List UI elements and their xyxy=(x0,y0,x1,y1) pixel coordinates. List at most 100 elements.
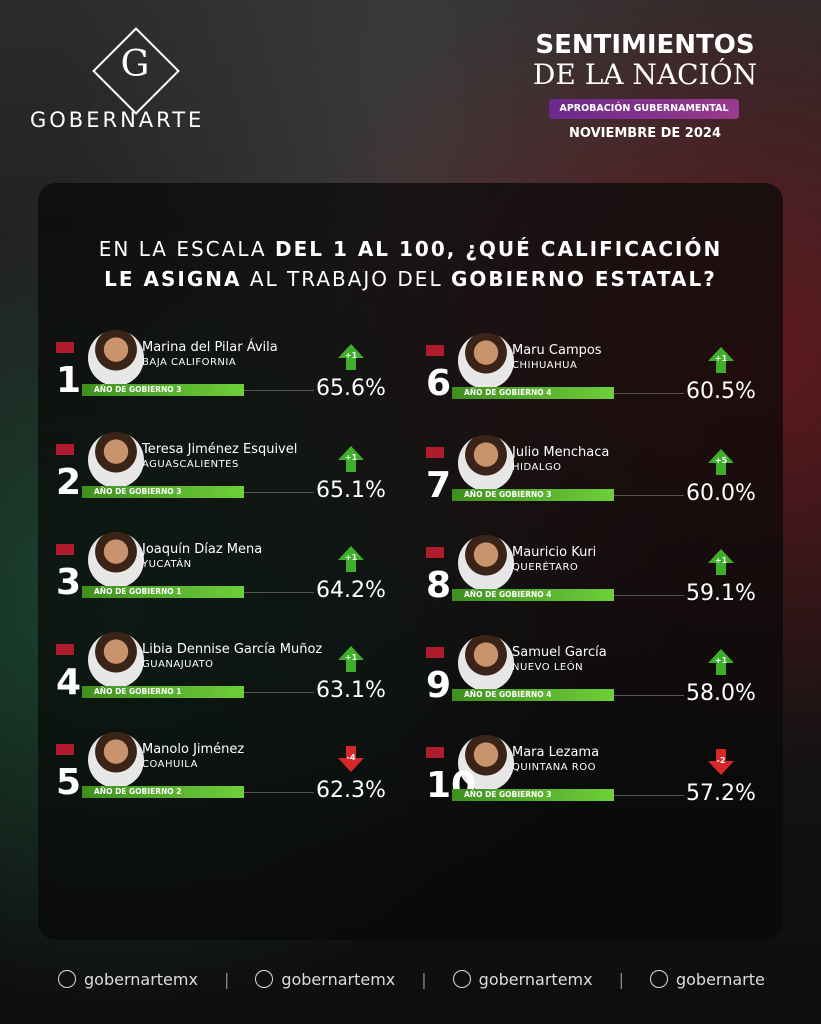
governor-name: Mara Lezama xyxy=(512,745,600,760)
portrait xyxy=(88,330,144,386)
year-bar: AÑO DE GOBIERNO 4 xyxy=(452,387,614,399)
rule xyxy=(614,393,684,394)
party-logo xyxy=(426,447,444,458)
party-logo xyxy=(56,644,74,655)
change-label: +5 xyxy=(714,456,728,465)
separator: | xyxy=(618,969,624,989)
rule xyxy=(614,695,684,696)
brand-name: GOBERNARTE xyxy=(30,108,205,132)
party-logo xyxy=(56,544,74,555)
rule xyxy=(244,692,314,693)
party-logo xyxy=(426,647,444,658)
change-arrow: +5 xyxy=(708,449,734,475)
panel xyxy=(38,183,783,940)
change-arrow: +1 xyxy=(708,549,734,575)
portrait xyxy=(458,735,514,791)
portrait xyxy=(458,435,514,491)
year-bar: AÑO DE GOBIERNO 3 xyxy=(82,384,244,396)
arrow-shape xyxy=(338,746,364,772)
score: 58.0% xyxy=(686,681,756,706)
year-bar: AÑO DE GOBIERNO 3 xyxy=(452,489,614,501)
change-label: +1 xyxy=(344,453,358,462)
party-logo xyxy=(426,345,444,356)
score: 60.0% xyxy=(686,481,756,506)
portrait xyxy=(458,635,514,691)
rule xyxy=(244,390,314,391)
ranking-item: 8 Mauricio Kuri QUERÉTARO AÑO DE GOBIERNO 4… xyxy=(418,535,778,625)
party-logo xyxy=(426,747,444,758)
state: COAHUILA xyxy=(142,759,198,770)
arrow-icon xyxy=(338,344,364,370)
governor-name: Libia Dennise García Muñoz xyxy=(142,642,323,657)
ranking-item: 6 Maru Campos CHIHUAHUA AÑO DE GOBIERNO 4 +1… xyxy=(418,333,778,423)
portrait xyxy=(88,432,144,488)
change-arrow: -2 xyxy=(708,749,734,775)
year-bar: AÑO DE GOBIERNO 3 xyxy=(82,486,244,498)
arrow-shape xyxy=(708,649,734,675)
arrow-shape xyxy=(338,344,364,370)
question-segment: AL TRABAJO DEL xyxy=(241,267,451,291)
question-segment: GOBIERNO ESTATAL? xyxy=(450,267,717,291)
ranking-item: 5 Manolo Jiménez COAHUILA AÑO DE GOBIERNO 2… xyxy=(48,732,408,822)
governor-name: Marina del Pilar Ávila xyxy=(142,340,278,355)
logo-letter: G xyxy=(120,44,150,85)
rule xyxy=(244,592,314,593)
portrait xyxy=(458,535,514,591)
score: 64.2% xyxy=(316,578,386,603)
arrow-icon xyxy=(708,649,734,675)
question-segment: EN LA ESCALA xyxy=(98,237,275,261)
rank: 8 xyxy=(426,565,452,606)
rank: 9 xyxy=(426,665,452,706)
arrow-icon xyxy=(338,446,364,472)
question-line: LE ASIGNA AL TRABAJO DEL GOBIERNO ESTATA… xyxy=(38,264,783,294)
score: 63.1% xyxy=(316,678,386,703)
arrow-icon xyxy=(338,546,364,572)
governor-name: Julio Menchaca xyxy=(512,445,610,460)
ranking-item: 9 Samuel García NUEVO LEÓN AÑO DE GOBIERNO … xyxy=(418,635,778,725)
social-icon xyxy=(452,970,471,988)
governor-name: Manolo Jiménez xyxy=(142,742,245,757)
party-logo xyxy=(56,744,74,755)
change-label: +1 xyxy=(344,553,358,562)
social-handle: gobernarte xyxy=(675,969,765,989)
change-label: -2 xyxy=(716,756,726,765)
social-icon xyxy=(58,970,76,988)
rank: 5 xyxy=(56,762,82,803)
arrow-shape xyxy=(708,449,734,475)
ranking-item: 1 Marina del Pilar Ávila BAJA CALIFORNIA AÑ… xyxy=(48,330,408,420)
separator: | xyxy=(421,969,427,989)
portrait xyxy=(88,532,144,588)
arrow-icon xyxy=(708,347,734,373)
change-label: -4 xyxy=(346,753,356,762)
year-bar: AÑO DE GOBIERNO 3 xyxy=(452,789,614,801)
arrow-shape xyxy=(338,546,364,572)
change-label: +1 xyxy=(344,351,358,360)
change-arrow: +1 xyxy=(708,347,734,373)
change-arrow: +1 xyxy=(338,344,364,370)
ranking-item: 10 Mara Lezama QUINTANA ROO AÑO DE GOBIERNO… xyxy=(418,735,778,825)
rank: 3 xyxy=(56,562,82,603)
ranking-item: 3 Joaquín Díaz Mena YUCATÁN AÑO DE GOBIERNO… xyxy=(48,532,408,622)
state: HIDALGO xyxy=(512,462,562,473)
rule xyxy=(614,795,684,796)
state: AGUASCALIENTES xyxy=(142,459,239,470)
change-arrow: +1 xyxy=(338,546,364,572)
footer: gobernartemx | gobernartemx | gobernartemx | g… xyxy=(58,966,778,992)
rank: 2 xyxy=(56,462,82,503)
score: 60.5% xyxy=(686,379,756,404)
arrow-shape xyxy=(708,549,734,575)
question: EN LA ESCALA DEL 1 AL 100, ¿QUÉ CALIFICA… xyxy=(38,234,783,294)
rank: 1 xyxy=(56,360,82,401)
arrow-icon xyxy=(338,746,364,772)
state: QUERÉTARO xyxy=(512,562,579,573)
ranking-item: 2 Teresa Jiménez Esquivel AGUASCALIENTES AÑ… xyxy=(48,432,408,522)
state: NUEVO LEÓN xyxy=(512,662,584,673)
change-label: +1 xyxy=(344,653,358,662)
year-bar: AÑO DE GOBIERNO 1 xyxy=(82,686,244,698)
arrow-icon xyxy=(708,449,734,475)
score: 59.1% xyxy=(686,581,756,606)
title-line-2: DE LA NACIÓN xyxy=(532,58,758,91)
